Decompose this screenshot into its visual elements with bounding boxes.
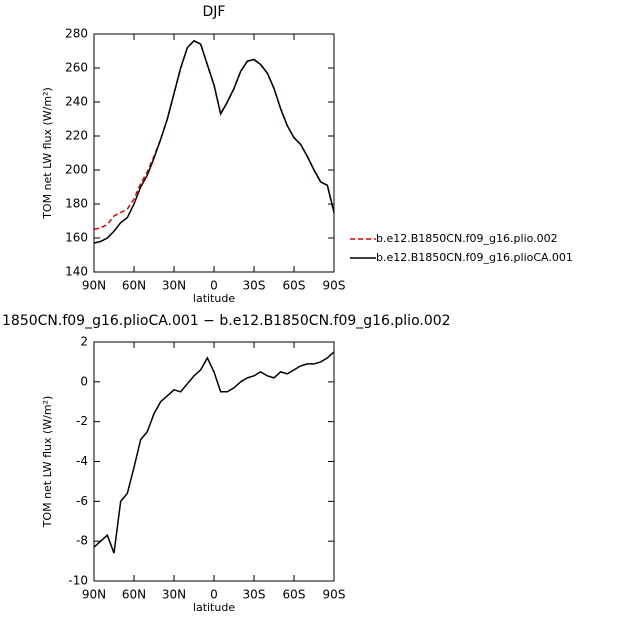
y-tick-label: -4 [76, 454, 88, 468]
x-tick-label: 90N [82, 279, 106, 293]
plot-frame [93, 33, 335, 273]
x-tick-label: 60S [283, 588, 306, 602]
x-tick-label: 60S [283, 279, 306, 293]
y-tick-label: 180 [65, 197, 88, 211]
y-tick-label: 260 [65, 61, 88, 75]
y-tick-label: 0 [80, 374, 88, 388]
y-axis-label: TOM net LW flux (W/m²) [41, 396, 54, 529]
x-tick-label: 90N [82, 588, 106, 602]
x-tick-label: 90S [323, 279, 346, 293]
legend-label: b.e12.B1850CN.f09_g16.plioCA.001 [376, 251, 573, 264]
chart-title: 1850CN.f09_g16.plioCA.001 − b.e12.B1850C… [2, 313, 451, 329]
x-tick-label: 90S [323, 588, 346, 602]
x-tick-label: 30S [243, 588, 266, 602]
legend-label: b.e12.B1850CN.f09_g16.plio.002 [376, 232, 558, 245]
y-tick-label: 140 [65, 265, 88, 279]
y-tick-label: 2 [80, 335, 88, 349]
x-tick-label: 60N [122, 279, 146, 293]
y-tick-label: -6 [76, 494, 88, 508]
y-axis-label: TOM net LW flux (W/m²) [41, 87, 54, 220]
x-tick-label: 30N [162, 279, 186, 293]
x-axis-label: latitude [193, 601, 235, 614]
y-tick-label: 240 [65, 95, 88, 109]
plot-frame [93, 341, 335, 582]
y-tick-label: -2 [76, 414, 88, 428]
y-tick-label: -8 [76, 534, 88, 548]
x-tick-label: 0 [210, 279, 218, 293]
x-tick-label: 30N [162, 588, 186, 602]
chart-title: DJF [203, 4, 226, 20]
data-line [93, 39, 335, 244]
y-tick-label: 200 [65, 163, 88, 177]
data-line [93, 351, 335, 554]
y-tick-label: 220 [65, 129, 88, 143]
y-tick-label: 160 [65, 231, 88, 245]
y-tick-label: 280 [65, 27, 88, 41]
y-tick-label: -10 [68, 574, 88, 588]
x-axis-label: latitude [193, 292, 235, 305]
data-line [93, 39, 335, 231]
x-tick-label: 30S [243, 279, 266, 293]
x-tick-label: 0 [210, 588, 218, 602]
x-tick-label: 60N [122, 588, 146, 602]
